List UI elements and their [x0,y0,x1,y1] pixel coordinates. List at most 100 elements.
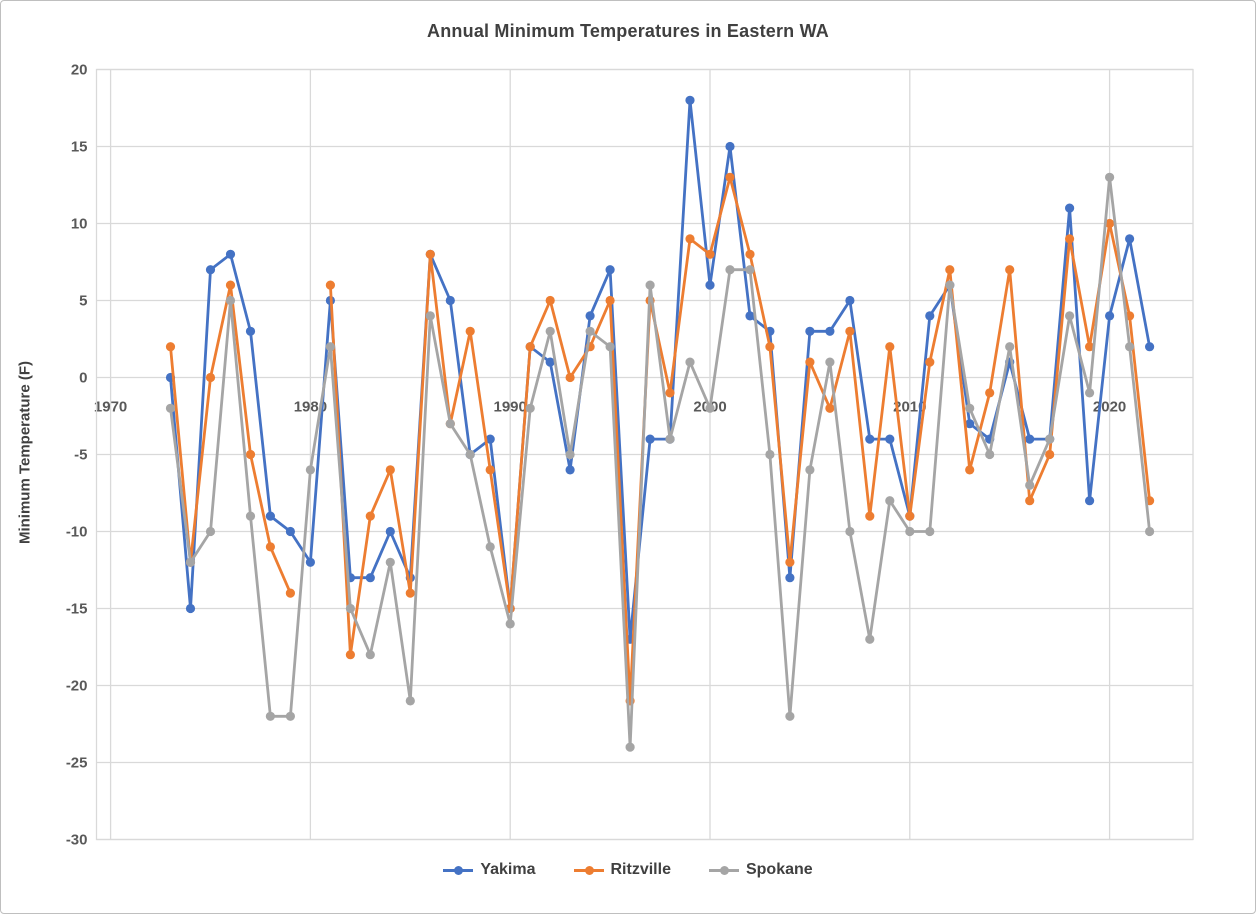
series-ritzville-point-2018 [1065,234,1074,243]
series-spokane-point-2011 [925,527,934,536]
series-spokane-point-2005 [805,465,814,474]
legend-item-yakima[interactable]: Yakima [443,861,535,879]
series-ritzville-point-1982 [346,650,355,659]
series-spokane-point-1980 [306,465,315,474]
series-spokane-point-1984 [386,558,395,567]
series-spokane-point-2012 [945,281,954,290]
series-ritzville-point-2003 [765,342,774,351]
series-yakima-point-2019 [1085,496,1094,505]
series-yakima-point-2009 [885,435,894,444]
series-yakima-point-1983 [366,573,375,582]
series-ritzville-point-1978 [266,542,275,551]
series-spokane-point-2016 [1025,481,1034,490]
y-tick-15: 15 [71,139,88,156]
series-spokane-point-1999 [685,358,694,367]
series-ritzville-point-2005 [805,358,814,367]
yakima-line-marker-icon [443,866,473,875]
series-spokane-point-1993 [566,450,575,459]
series-yakima-point-1977 [246,327,255,336]
series-ritzville-point-1993 [566,373,575,382]
y-tick--15: -15 [66,601,88,618]
series-spokane-point-1978 [266,712,275,721]
series-ritzville-point-1991 [526,342,535,351]
series-spokane-point-2021 [1125,342,1134,351]
series-ritzville-point-2010 [905,511,914,520]
series-ritzville-point-1992 [546,296,555,305]
series-spokane-point-2007 [845,527,854,536]
plot-area: 20151050-5-10-15-20-25-30197019801990200… [1,1,1255,861]
spokane-line-marker-icon [709,866,739,875]
series-spokane-point-2003 [765,450,774,459]
series-spokane-point-1989 [486,542,495,551]
series-ritzville-point-2004 [785,558,794,567]
series-ritzville-point-1985 [406,589,415,598]
ritzville-line-marker-icon [574,866,604,875]
series-ritzville-point-1988 [466,327,475,336]
legend-item-label: Ritzville [611,861,671,879]
series-spokane-point-1981 [326,342,335,351]
series-ritzville-point-2009 [885,342,894,351]
series-ritzville-point-2016 [1025,496,1034,505]
series-spokane-point-1992 [546,327,555,336]
series-yakima-point-2007 [845,296,854,305]
series-yakima-point-2004 [785,573,794,582]
series-yakima-point-1978 [266,511,275,520]
series-yakima-point-1993 [566,465,575,474]
series-ritzville-point-1999 [685,234,694,243]
legend-item-spokane[interactable]: Spokane [709,861,813,879]
chart-frame: Annual Minimum Temperatures in Eastern W… [0,0,1256,914]
series-spokane [166,173,1154,752]
series-spokane-point-2004 [785,712,794,721]
series-spokane-point-1985 [406,696,415,705]
series-ritzville-point-1989 [486,465,495,474]
series-yakima-point-2011 [925,311,934,320]
series-ritzville-point-2012 [945,265,954,274]
chart-title: Annual Minimum Temperatures in Eastern W… [1,21,1255,42]
y-tick--10: -10 [66,524,88,541]
series-spokane-point-1998 [665,435,674,444]
series-ritzville-point-1984 [386,465,395,474]
legend-item-ritzville[interactable]: Ritzville [574,861,671,879]
series-spokane-point-1997 [646,281,655,290]
series-spokane-point-2015 [1005,342,1014,351]
series-ritzville-point-2007 [845,327,854,336]
series-spokane-point-1973 [166,404,175,413]
series-ritzville-point-2006 [825,404,834,413]
series-yakima-point-1976 [226,250,235,259]
series-ritzville-point-1983 [366,511,375,520]
series-spokane-point-2018 [1065,311,1074,320]
series-ritzville-point-2002 [745,250,754,259]
y-tick-5: 5 [79,293,87,310]
series-spokane-point-2017 [1045,435,1054,444]
series-spokane-point-1974 [186,558,195,567]
series-ritzville-point-2014 [985,388,994,397]
series-spokane-point-1988 [466,450,475,459]
series-yakima-point-1999 [685,96,694,105]
series-ritzville-point-2001 [725,173,734,182]
legend-item-label: Yakima [480,861,535,879]
series-ritzville-point-2015 [1005,265,1014,274]
series-ritzville-point-1998 [665,388,674,397]
series-spokane-point-2010 [905,527,914,536]
series-spokane-point-2014 [985,450,994,459]
series-spokane-point-1995 [606,342,615,351]
series-yakima-point-2022 [1145,342,1154,351]
series-yakima-point-1995 [606,265,615,274]
series-yakima-point-2020 [1105,311,1114,320]
x-tick-1970: 1970 [94,399,127,416]
series-ritzville-point-1995 [606,296,615,305]
series-spokane-point-2008 [865,635,874,644]
series-yakima-point-1997 [646,435,655,444]
series-ritzville-point-1973 [166,342,175,351]
series-ritzville-point-1986 [426,250,435,259]
y-axis-title: Minimum Temperature (F) [17,333,34,573]
series-yakima-point-2001 [725,142,734,151]
series-spokane-point-1996 [626,743,635,752]
series-spokane-point-1990 [506,619,515,628]
series-spokane-point-1975 [206,527,215,536]
y-tick-10: 10 [71,216,88,233]
y-tick--25: -25 [66,755,88,772]
series-ritzville-point-1977 [246,450,255,459]
series-spokane-point-1979 [286,712,295,721]
series-spokane-point-2006 [825,358,834,367]
